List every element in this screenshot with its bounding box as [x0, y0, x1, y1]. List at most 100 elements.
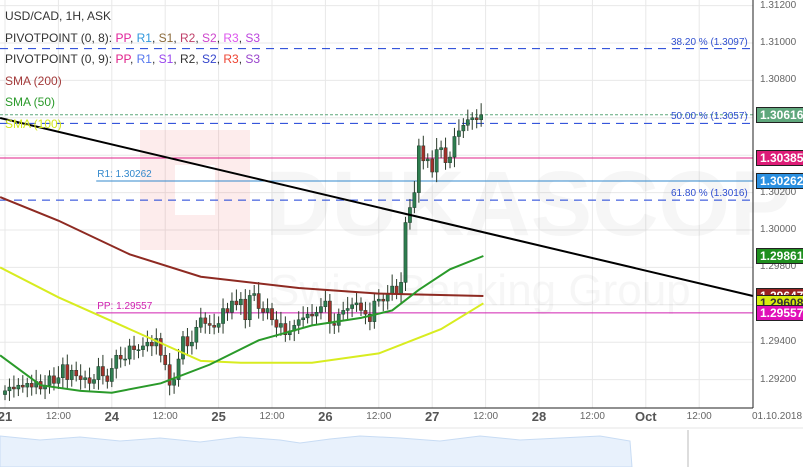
legend-pivot-r3: R3 — [223, 52, 239, 66]
candle-up — [247, 295, 252, 321]
sma-100-line — [0, 266, 484, 364]
candle-down — [212, 325, 217, 328]
sma-200-line — [0, 196, 484, 298]
price-label: 1.30616 — [756, 106, 803, 123]
x-tick-label: 12:00 — [366, 411, 392, 422]
candle-up — [194, 326, 199, 343]
date-label: 01.10.2018 — [751, 411, 803, 422]
candle-up — [83, 377, 87, 380]
candle-up — [296, 319, 301, 326]
candle-up — [25, 383, 30, 388]
candle-up — [417, 145, 421, 193]
candle-down — [368, 313, 372, 322]
navigator[interactable] — [0, 427, 803, 467]
candle-down — [132, 345, 136, 350]
candle-down — [363, 310, 368, 315]
legend-pivot-s1: S1 — [158, 30, 174, 45]
candle-down — [158, 338, 163, 356]
candle-up — [341, 310, 346, 315]
candle-down — [310, 313, 314, 317]
candle-up — [176, 358, 181, 380]
legend-pivot-r2: R2 — [180, 52, 196, 66]
candle-up — [198, 317, 203, 328]
legend-pivot-s2: S2 — [202, 52, 217, 66]
candle-down — [52, 375, 56, 384]
candle-down — [20, 384, 25, 388]
candle-up — [230, 300, 234, 313]
grid — [0, 0, 753, 408]
candle-up — [354, 302, 359, 306]
candle-up — [319, 306, 323, 313]
candle-up — [376, 298, 381, 302]
candle-up — [372, 300, 377, 322]
candle-up — [479, 114, 483, 120]
x-tick-label: 12:00 — [579, 411, 605, 422]
candle-up — [323, 300, 328, 307]
x-tick-label: 25 — [211, 409, 226, 424]
candle-up — [190, 341, 194, 347]
candle-up — [265, 308, 270, 313]
candle-up — [172, 379, 176, 386]
candle-down — [256, 293, 261, 309]
price-label: 1.29861 — [756, 247, 803, 264]
candle-up — [123, 358, 128, 361]
price-label: 1.30262 — [756, 173, 803, 189]
candle-down — [167, 364, 172, 386]
candle-up — [465, 119, 470, 126]
candle-up — [448, 156, 452, 163]
candle-up — [403, 222, 408, 283]
svg-text:DUKASCOPY: DUKASCOPY — [265, 153, 803, 255]
legend-sma-100[interactable]: SMA (100) — [5, 116, 62, 131]
price-label: 1.30385 — [756, 150, 803, 166]
fib-level-label: 61.80 % (1.3016) — [671, 188, 748, 200]
candle-up — [3, 390, 7, 395]
legend-pivot-s3: S3 — [245, 30, 261, 45]
y-tick-label: 1.30000 — [760, 224, 797, 235]
candle-down — [430, 158, 435, 173]
candle-down — [12, 386, 16, 390]
candle-down — [150, 341, 154, 347]
candle-down — [443, 147, 448, 163]
candle-down — [283, 323, 288, 335]
candle-up — [301, 317, 305, 321]
candle-up — [145, 341, 150, 347]
legend-pivot-r1: R1 — [136, 52, 152, 66]
legend-sma-200[interactable]: SMA (200) — [5, 73, 62, 88]
candle-up — [221, 308, 225, 324]
legend-sma-50[interactable]: SMA (50) — [5, 95, 56, 109]
legend-pivot-r1: R1 — [136, 30, 152, 45]
x-tick-label: 12:00 — [473, 411, 499, 422]
candle-down — [185, 336, 190, 347]
legend-pivot-9: PIVOTPOINT (0, 9): PP, R1, S1, R2, S2, R… — [5, 52, 261, 66]
candle-up — [425, 158, 430, 162]
candle-down — [270, 308, 274, 321]
candle-down — [261, 308, 265, 313]
legend-pivot-pp: PP — [115, 52, 130, 66]
candle-up — [390, 285, 394, 294]
watermark-logo: DUKASCOPY Swiss Banking Group — [140, 130, 803, 315]
fib-level-label: 38.20 % (1.3097) — [671, 36, 748, 48]
candle-up — [305, 313, 310, 319]
x-tick-label: 12:00 — [259, 411, 285, 422]
candle-down — [74, 370, 79, 377]
candle-down — [207, 323, 212, 326]
candle-down — [332, 323, 337, 326]
candle-down — [87, 377, 92, 384]
candle-down — [234, 300, 239, 306]
candle-up — [69, 370, 74, 380]
candle-down — [78, 375, 83, 380]
candle-up — [452, 136, 457, 158]
candle-down — [101, 366, 105, 377]
x-tick-label: 27 — [424, 409, 440, 424]
y-tick-label: 1.29800 — [760, 261, 797, 273]
legend-pivot-s1: S1 — [158, 52, 174, 66]
candle-down — [474, 117, 479, 120]
candle-down — [163, 355, 168, 365]
candle-up — [457, 130, 461, 137]
price-label: 1.29557 — [756, 304, 803, 321]
sma-50-line — [0, 255, 484, 394]
x-tick-label: 28 — [531, 409, 547, 424]
trendline — [0, 117, 754, 297]
candle-up — [216, 323, 221, 328]
